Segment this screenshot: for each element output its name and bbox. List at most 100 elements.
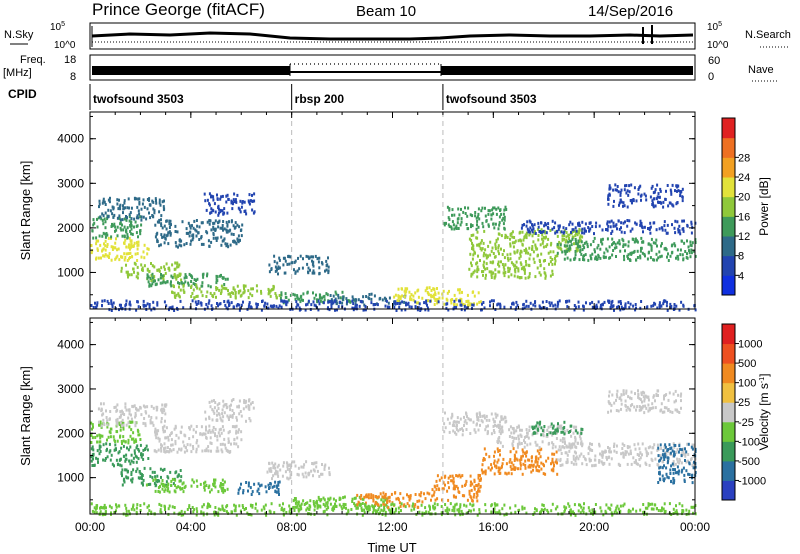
- nsky-label: N.Sky: [4, 29, 34, 41]
- velocity-panel: 1000 2000 3000 4000 00:00 04:00 08:00 12:00 16:0…: [18, 317, 771, 534]
- colorbar: 1000 500 100 25 -25 -100 -500 -1000 Velocity [m …: [721, 323, 771, 501]
- date-label: 14/Sep/2016: [588, 3, 673, 20]
- heatmap-region: [90, 236, 150, 262]
- freq-tick-high: 18: [64, 54, 76, 66]
- heatmap-region: [266, 460, 331, 481]
- colorbar-tick-label: 25: [738, 397, 750, 409]
- figure-title: Prince George (fitACF): [92, 0, 265, 19]
- colorbar-swatch: [722, 216, 735, 237]
- y-axis-label: Slant Range [km]: [18, 366, 33, 466]
- colorbar-swatch: [722, 480, 735, 501]
- colorbar-swatch: [722, 460, 735, 481]
- freq-label-line1: Freq.: [20, 54, 46, 66]
- cpid-segment-label: twofsound 3503: [93, 92, 184, 106]
- colorbar-tick-label: 12: [738, 231, 750, 243]
- colorbar-tick-label: 4: [738, 270, 744, 282]
- plot-frame: [89, 317, 696, 515]
- heatmap-region: [431, 473, 482, 503]
- heatmap-region: [203, 192, 256, 217]
- y-tick-label: 1000: [57, 471, 84, 485]
- nsky-tick-low: 10^0: [54, 40, 76, 51]
- colorbar-swatch: [722, 363, 735, 384]
- colorbar-tick-label: 20: [738, 192, 750, 204]
- x-axis-label: Time UT: [367, 540, 416, 554]
- freq-tick-low: 8: [70, 71, 76, 83]
- colorbar-swatch: [722, 402, 735, 423]
- heatmap-region: [520, 219, 697, 236]
- colorbar-swatch: [722, 177, 735, 198]
- colorbar-tick-label: 16: [738, 211, 750, 223]
- power-panel: 1000 2000 3000 4000 Slant Range [km] 4 8 12 16 20…: [18, 111, 771, 312]
- colorbar-tick-label: -25: [738, 417, 754, 429]
- heatmap-region: [443, 411, 508, 437]
- y-tick-label: 2000: [57, 221, 84, 235]
- heatmap-region: [154, 219, 244, 249]
- colorbar-tick-label: -500: [738, 456, 760, 468]
- heatmap-region: [480, 447, 559, 476]
- colorbar-swatch: [722, 421, 735, 442]
- y-tick-label: 3000: [57, 382, 84, 396]
- nave-label: Nave: [748, 64, 774, 76]
- colorbar-tick-label: 500: [738, 358, 756, 370]
- colorbar-swatch: [722, 236, 735, 257]
- freq-panel: [89, 54, 696, 81]
- heatmap-cells: [90, 183, 697, 312]
- nsky-panel: [89, 22, 696, 50]
- colorbar-tick-label: 28: [738, 152, 750, 164]
- colorbar-swatch: [722, 275, 735, 296]
- heatmap-region: [98, 196, 166, 222]
- heatmap-region: [268, 254, 330, 276]
- heatmap-region: [493, 424, 584, 450]
- x-tick-label: 16:00: [478, 520, 508, 534]
- heatmap-region: [97, 402, 168, 428]
- heatmap-region: [556, 236, 697, 262]
- nsearch-label: N.Search: [745, 29, 791, 41]
- colorbar-tick-label: 100: [738, 378, 756, 390]
- heatmap-region: [153, 424, 243, 454]
- colorbar-swatch: [722, 137, 735, 158]
- heatmap-region: [171, 283, 281, 300]
- heatmap-region: [468, 227, 584, 253]
- heatmap-region: [607, 183, 684, 209]
- x-tick-label: 08:00: [277, 520, 307, 534]
- heatmap-region: [90, 502, 697, 517]
- y-axis-label: Slant Range [km]: [18, 161, 33, 261]
- colorbar-swatch: [722, 382, 735, 403]
- x-tick-label: 00:00: [75, 520, 105, 534]
- y-tick-label: 4000: [57, 338, 84, 352]
- heatmap-region: [204, 398, 255, 423]
- heatmap-region: [468, 250, 559, 280]
- heatmap-region: [237, 480, 281, 496]
- heatmap-region: [146, 272, 229, 289]
- heatmap-region: [607, 389, 683, 415]
- colorbar: 4 8 12 16 20 24 28 Power [dB]: [721, 117, 771, 296]
- colorbar-label: Velocity [m s-1]: [757, 374, 771, 451]
- cpid-segment-label: rbsp 200: [295, 92, 345, 106]
- y-tick-label: 3000: [57, 176, 84, 190]
- colorbar-swatch: [722, 255, 735, 276]
- x-tick-label: 00:00: [680, 520, 710, 534]
- nave-tick-high: 60: [708, 55, 720, 67]
- heatmap-region: [443, 205, 508, 231]
- colorbar-swatch: [722, 324, 735, 345]
- x-tick-label: 12:00: [377, 520, 407, 534]
- colorbar-swatch: [722, 196, 735, 217]
- y-tick-label: 1000: [57, 265, 84, 279]
- cpid-segment-label: twofsound 3503: [446, 92, 537, 106]
- x-tick-label: 04:00: [176, 520, 206, 534]
- y-tick-label: 2000: [57, 426, 84, 440]
- colorbar-tick-label: 1000: [738, 339, 762, 351]
- colorbar-tick-label: 8: [738, 251, 744, 263]
- nsky-trace: [91, 25, 694, 47]
- nsearch-tick-high: 105: [707, 21, 722, 33]
- y-tick-label: 4000: [57, 132, 84, 146]
- colorbar-swatch: [722, 441, 735, 462]
- colorbar-tick-label: -100: [738, 436, 760, 448]
- heatmap-region: [91, 214, 143, 240]
- heatmap-region: [145, 477, 229, 494]
- x-tick-label: 20:00: [579, 520, 609, 534]
- cpid-label: CPID: [8, 87, 37, 101]
- colorbar-swatch: [722, 157, 735, 178]
- heatmap-region: [393, 286, 439, 305]
